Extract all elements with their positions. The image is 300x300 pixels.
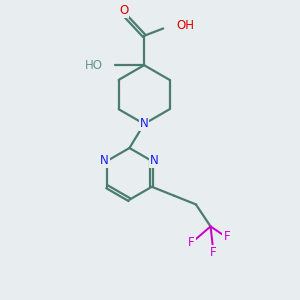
Text: N: N (150, 154, 158, 167)
Text: OH: OH (176, 19, 194, 32)
Text: N: N (140, 117, 148, 130)
Text: F: F (224, 230, 230, 243)
Text: F: F (210, 246, 217, 260)
Text: N: N (100, 154, 109, 167)
Text: O: O (119, 4, 128, 17)
Text: F: F (188, 236, 195, 249)
Text: HO: HO (85, 59, 103, 72)
